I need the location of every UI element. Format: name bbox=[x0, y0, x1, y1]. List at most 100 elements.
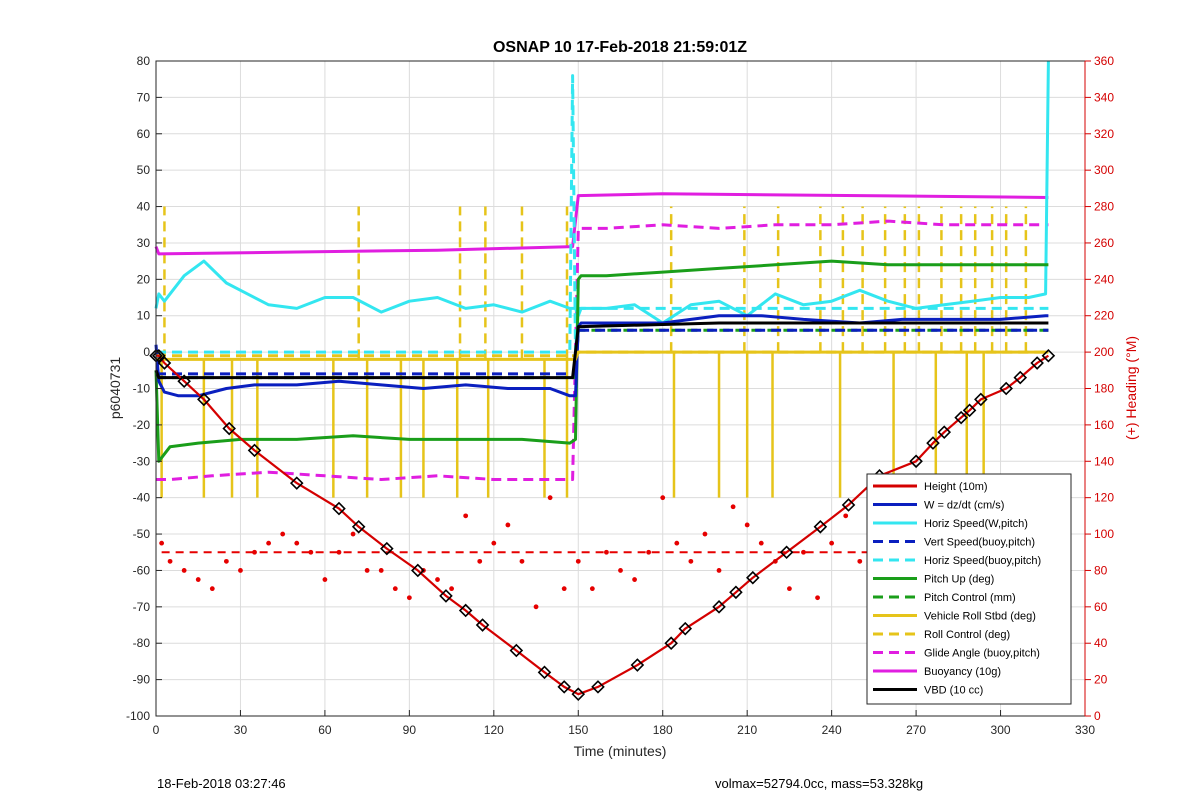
y2-tick-label-9: 180 bbox=[1094, 382, 1114, 396]
heading-point-22 bbox=[463, 513, 469, 519]
heading-point-38 bbox=[688, 558, 694, 564]
legend-label-2: Horiz Speed(W,pitch) bbox=[924, 518, 1028, 530]
y-tick-label-11: -30 bbox=[133, 454, 151, 468]
heading-point-17 bbox=[392, 586, 398, 592]
y2-tick-label-3: 300 bbox=[1094, 163, 1114, 177]
y2-tick-label-5: 260 bbox=[1094, 236, 1114, 250]
height-marker-25 bbox=[746, 570, 760, 585]
y-tick-label-14: -60 bbox=[133, 563, 151, 577]
heading-point-9 bbox=[280, 531, 286, 537]
heading-point-33 bbox=[618, 568, 623, 573]
y2-tick-label-10: 160 bbox=[1094, 418, 1114, 432]
heading-point-42 bbox=[744, 522, 750, 528]
height-marker-37 bbox=[1013, 370, 1028, 385]
height-marker-10 bbox=[380, 541, 394, 556]
heading-point-6 bbox=[238, 568, 243, 573]
heading-point-0 bbox=[159, 540, 165, 546]
height-marker-24 bbox=[729, 585, 743, 600]
heading-point-24 bbox=[491, 540, 497, 546]
heading-point-32 bbox=[604, 549, 609, 555]
y2-tick-label-2: 320 bbox=[1094, 127, 1114, 141]
height-marker-28 bbox=[841, 498, 856, 512]
legend-label-6: Pitch Control (mm) bbox=[924, 592, 1016, 604]
legend-label-0: Height (10m) bbox=[924, 481, 988, 493]
legend-label-10: Buoyancy (10g) bbox=[924, 666, 1001, 678]
y-tick-label-12: -40 bbox=[133, 491, 151, 505]
height-marker-5 bbox=[222, 421, 236, 436]
heading-point-49 bbox=[843, 513, 849, 519]
y2-tick-label-7: 220 bbox=[1094, 309, 1114, 323]
height-marker-16 bbox=[537, 665, 552, 680]
heading-point-25 bbox=[505, 522, 511, 528]
heading-point-15 bbox=[364, 568, 370, 573]
heading-point-27 bbox=[533, 604, 539, 610]
y-tick-label-2: 60 bbox=[137, 127, 151, 141]
height-marker-22 bbox=[678, 621, 693, 636]
heading-point-4 bbox=[209, 586, 215, 592]
height-marker-9 bbox=[351, 519, 366, 534]
heading-point-2 bbox=[181, 568, 187, 573]
heading-point-39 bbox=[702, 531, 708, 537]
height-marker-3 bbox=[177, 374, 191, 389]
y-axis-label: p6040731 bbox=[107, 357, 123, 420]
heading-point-28 bbox=[547, 495, 553, 501]
x-tick-label-7: 210 bbox=[737, 723, 757, 737]
x-tick-label-11: 330 bbox=[1075, 723, 1095, 737]
height-marker-0 bbox=[149, 348, 163, 363]
height-marker-30 bbox=[909, 454, 923, 469]
height-marker-19 bbox=[591, 680, 605, 694]
heading-point-20 bbox=[435, 577, 440, 582]
height-marker-14 bbox=[475, 618, 490, 632]
height-marker-26 bbox=[779, 545, 794, 560]
y-tick-label-9: -10 bbox=[133, 382, 151, 396]
heading-point-46 bbox=[801, 549, 806, 555]
x-tick-label-8: 240 bbox=[822, 723, 842, 737]
y-tick-label-10: -20 bbox=[133, 418, 151, 432]
height-marker-20 bbox=[630, 658, 645, 672]
legend-label-7: Vehicle Roll Stbd (deg) bbox=[924, 611, 1036, 623]
series-8-line bbox=[156, 350, 1049, 358]
height-marker-39 bbox=[1041, 348, 1056, 363]
legend-box bbox=[866, 473, 1072, 705]
y2-tick-label-11: 140 bbox=[1094, 454, 1114, 468]
y-tick-label-3: 50 bbox=[137, 163, 151, 177]
legend-label-3: Vert Speed(buoy,pitch) bbox=[924, 537, 1035, 549]
y2-tick-label-17: 20 bbox=[1094, 673, 1108, 687]
heading-point-21 bbox=[449, 586, 454, 592]
heading-point-41 bbox=[730, 504, 736, 510]
x-tick-label-6: 180 bbox=[653, 723, 673, 737]
y-tick-label-18: -100 bbox=[126, 709, 150, 723]
height-marker-38 bbox=[1030, 356, 1044, 370]
legend-label-8: Roll Control (deg) bbox=[924, 629, 1010, 641]
y2-tick-label-6: 240 bbox=[1094, 272, 1114, 286]
legend-label-11: VBD (10 cc) bbox=[924, 685, 983, 697]
heading-point-50 bbox=[857, 558, 863, 564]
heading-point-36 bbox=[660, 495, 666, 501]
height-marker-11 bbox=[411, 563, 425, 578]
y-tick-label-17: -90 bbox=[133, 673, 151, 687]
x-tick-label-2: 60 bbox=[318, 723, 332, 737]
heading-point-34 bbox=[632, 577, 637, 582]
heading-point-14 bbox=[350, 531, 356, 537]
y2-tick-label-1: 340 bbox=[1094, 90, 1114, 104]
series-5-line bbox=[154, 259, 1049, 463]
heading-point-11 bbox=[308, 549, 314, 555]
y2-tick-label-0: 360 bbox=[1094, 54, 1114, 68]
y-tick-label-8: 0 bbox=[143, 345, 150, 359]
legend: Height (10m) W = dz/dt (cm/s) Horiz Speed(… bbox=[866, 473, 1072, 705]
series-0-line bbox=[156, 354, 1049, 696]
height-marker-7 bbox=[289, 476, 304, 490]
legend-label-1: W = dz/dt (cm/s) bbox=[924, 500, 1004, 512]
x-tick-label-3: 90 bbox=[403, 723, 417, 737]
y2-tick-label-15: 60 bbox=[1094, 600, 1108, 614]
y-tick-label-1: 70 bbox=[137, 90, 151, 104]
x-tick-label-10: 300 bbox=[991, 723, 1011, 737]
legend-label-4: Horiz Speed(buoy,pitch) bbox=[924, 555, 1041, 567]
heading-point-26 bbox=[519, 558, 525, 564]
series-11-line bbox=[154, 321, 1049, 380]
height-marker-34 bbox=[962, 403, 977, 418]
height-marker-27 bbox=[813, 519, 828, 534]
heading-point-10 bbox=[294, 540, 300, 546]
height-marker-12 bbox=[439, 589, 453, 603]
